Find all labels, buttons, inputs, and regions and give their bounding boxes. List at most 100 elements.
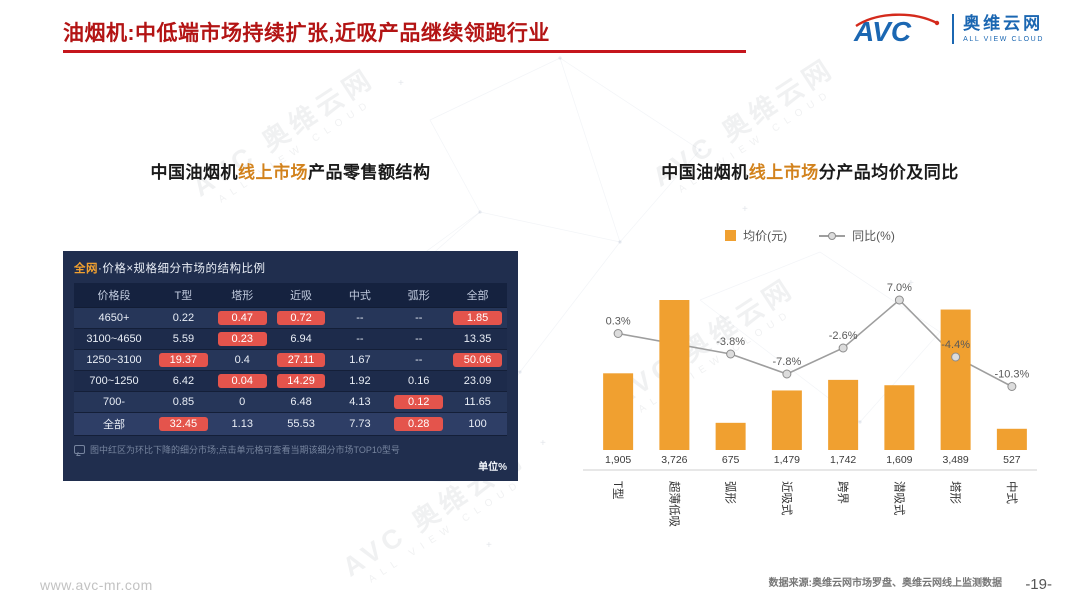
- category-label: 塔形: [949, 481, 962, 504]
- table-cell: 19.37: [154, 349, 213, 371]
- red-cell-highlight: 0.72: [276, 311, 326, 325]
- table-cell: 32.45: [154, 412, 213, 436]
- heading-highlight: 线上市场: [748, 163, 819, 182]
- table-cell: 1.85: [448, 307, 507, 329]
- red-cell-highlight: 0.04: [217, 374, 267, 388]
- table-cell: 4.13: [330, 391, 390, 413]
- column-header: 价格段: [74, 283, 154, 308]
- table-cell: 0.23: [212, 328, 272, 350]
- table-title-rest: ·价格×规格细分市场的结构比例: [98, 263, 266, 275]
- bar-value-label: 1,905: [605, 454, 631, 466]
- data-source: 数据来源:奥维云网市场罗盘、奥维云网线上监测数据: [768, 578, 1002, 589]
- bar-value-label: 527: [1003, 454, 1021, 466]
- heading-highlight: 线上市场: [238, 163, 308, 182]
- table-cell: 1.13: [212, 412, 272, 436]
- yoy-point: [951, 352, 961, 362]
- table-cell: 0.04: [212, 370, 272, 392]
- category-label: 潜吸式: [892, 481, 906, 516]
- table-title-highlight: 全网: [74, 263, 98, 275]
- bar-value-label: 675: [722, 454, 740, 466]
- logo-swoosh-dot: [934, 20, 940, 26]
- table-cell: 27.11: [271, 349, 331, 371]
- category-label: 近吸式: [780, 481, 793, 516]
- category-label: 弧形: [724, 481, 738, 504]
- table-cell: --: [389, 349, 449, 371]
- legend-bar-swatch: [725, 230, 737, 241]
- table-cell: 7.73: [330, 412, 390, 436]
- right-heading: 中国油烟机线上市场分产品均价及同比: [575, 158, 1045, 183]
- bar-跨界: [828, 379, 859, 450]
- website-url: www.avc-mr.com: [40, 577, 153, 593]
- category-label: 超薄低吸: [667, 481, 681, 527]
- table-cell: 0: [212, 391, 272, 413]
- bar-value-label: 1,609: [886, 454, 912, 466]
- table-cell: 0.4: [212, 349, 272, 371]
- bar-中式: [996, 428, 1027, 450]
- yoy-value-label: -2.6%: [829, 330, 858, 342]
- table-cell: 6.94: [271, 328, 331, 350]
- logo-name-cn: 奥维云网: [963, 13, 1044, 33]
- category-label: 中式: [1005, 481, 1018, 504]
- red-cell-highlight: 32.45: [159, 417, 208, 431]
- yoy-point: [726, 349, 736, 359]
- logo-swoosh: [855, 13, 938, 28]
- yoy-point: [894, 295, 904, 305]
- table-cell: 0.85: [154, 391, 213, 413]
- bar-潜吸式: [884, 385, 915, 450]
- avc-logo-text: AVC: [853, 16, 912, 47]
- table-cell: 0.16: [389, 370, 449, 392]
- category-label: T型: [611, 481, 625, 500]
- heading-prefix: 中国油烟机: [661, 163, 749, 182]
- row-label: 3100~4650: [74, 328, 154, 350]
- avc-logo-mark: AVC: [853, 13, 940, 47]
- yoy-value-label: -10.3%: [994, 369, 1029, 381]
- table-row: 4650+ 0.22 0.47 0.72 -- -- 1.85: [74, 307, 507, 329]
- table-cell: 100: [448, 412, 507, 436]
- bar-弧形: [715, 422, 746, 450]
- yoy-point: [838, 343, 848, 353]
- logo-name-en: ALL VIEW CLOUD: [963, 36, 1044, 44]
- table-cell: --: [389, 328, 449, 350]
- column-header: 近吸: [271, 283, 331, 308]
- table-cell: 14.29: [271, 370, 331, 392]
- market-structure-panel: 全网·价格×规格细分市场的结构比例 价格段 T型 塔形 近吸 中式 弧形 全部 4650+ 0.…: [63, 251, 518, 481]
- yoy-value-label: 0.3%: [606, 316, 631, 328]
- row-label: 700-: [74, 391, 154, 413]
- table-cell: 50.06: [448, 349, 507, 371]
- bar-value-label: 3,489: [942, 454, 968, 466]
- page-number: -19-: [1025, 576, 1052, 593]
- yoy-value-label: -4.4%: [941, 339, 970, 351]
- table-cell: --: [389, 307, 449, 329]
- table-cell: 5.59: [154, 328, 213, 350]
- yoy-value-label: 7.0%: [887, 282, 912, 294]
- bar-value-label: 1,479: [774, 454, 800, 466]
- bar-近吸式: [771, 390, 802, 450]
- page-title: 油烟机:中低端市场持续扩张,近吸产品继续领跑行业: [63, 22, 550, 45]
- column-header: 弧形: [389, 283, 449, 308]
- red-cell-highlight: 1.85: [453, 311, 502, 325]
- svg-text:+: +: [398, 78, 404, 89]
- svg-text:+: +: [486, 540, 492, 551]
- table-cell: 0.47: [212, 307, 272, 329]
- red-cell-highlight: 0.23: [217, 332, 267, 346]
- table-cell: 0.72: [271, 307, 331, 329]
- svg-text:+: +: [742, 204, 748, 215]
- bar-value-label: 1,742: [830, 454, 856, 466]
- table-row: 1250~3100 19.37 0.4 27.11 1.67 -- 50.06: [74, 349, 507, 371]
- table-cell: 6.42: [154, 370, 213, 392]
- row-label: 700~1250: [74, 370, 154, 392]
- retail-structure-section: 中国油烟机线上市场产品零售额结构 全网·价格×规格细分市场的结构比例 价格段 T型…: [63, 158, 518, 481]
- table-row: 全部 32.45 1.13 55.53 7.73 0.28 100: [74, 412, 507, 436]
- chart-legend: 均价(元) 同比(%): [575, 227, 1045, 244]
- table-cell: 0.22: [154, 307, 213, 329]
- bar-超薄低吸: [659, 300, 690, 450]
- table-cell: 55.53: [271, 412, 331, 436]
- price-yoy-section: 中国油烟机线上市场分产品均价及同比 均价(元) 同比(%) 0.3% -3.8% -…: [575, 158, 1045, 542]
- logo-text: 奥维云网 ALL VIEW CLOUD: [963, 13, 1044, 44]
- heading-suffix: 产品零售额结构: [308, 163, 431, 182]
- column-header: T型: [154, 283, 213, 308]
- red-cell-highlight: 19.37: [159, 353, 208, 367]
- red-cell-highlight: 0.12: [394, 395, 444, 409]
- heading-prefix: 中国油烟机: [150, 163, 238, 182]
- table-cell: 1.92: [330, 370, 390, 392]
